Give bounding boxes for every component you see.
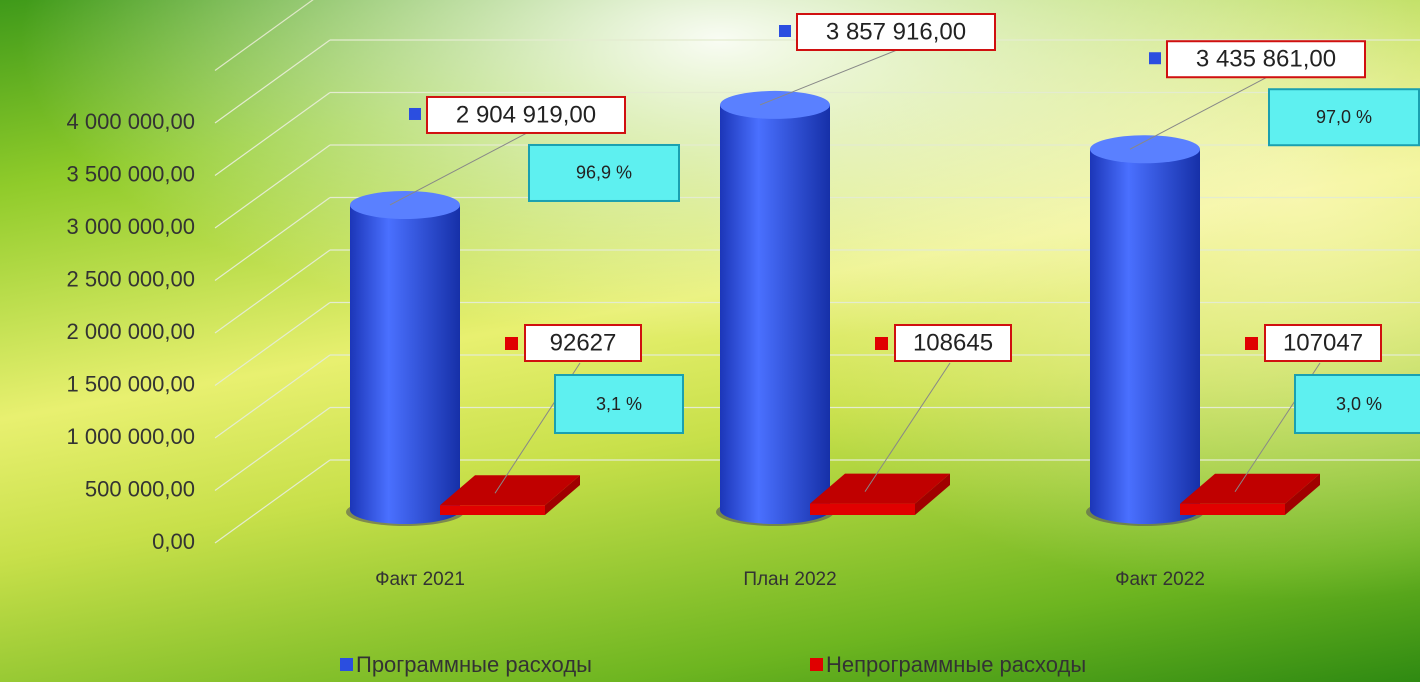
leader-line	[760, 50, 897, 105]
bar	[1180, 504, 1285, 515]
data-label: 3 857 916,00	[826, 18, 966, 45]
share-label: 3,1 %	[596, 394, 642, 414]
bar	[440, 505, 545, 515]
x-tick-label: Факт 2021	[375, 569, 465, 590]
bar	[720, 105, 830, 524]
y-tick-label: 3 000 000,00	[67, 214, 195, 239]
legend-key-small	[1149, 52, 1161, 64]
bar-top	[1090, 135, 1200, 163]
legend-key-small	[1245, 337, 1258, 350]
grid-line	[215, 145, 330, 228]
y-tick-label: 2 000 000,00	[67, 319, 195, 344]
grid-line	[215, 355, 330, 438]
grid-line	[215, 93, 330, 176]
y-tick-label: 500 000,00	[85, 476, 195, 501]
grid-line	[215, 250, 330, 333]
grid-line	[215, 40, 330, 123]
y-tick-label: 3 500 000,00	[67, 161, 195, 186]
grid-line	[215, 408, 330, 491]
y-tick-label: 1 500 000,00	[67, 371, 195, 396]
x-tick-label: Факт 2022	[1115, 569, 1205, 590]
leader-line	[1130, 77, 1267, 149]
bar-top	[720, 91, 830, 119]
data-label: 3 435 861,00	[1196, 46, 1336, 73]
legend-key	[340, 658, 353, 671]
bar-top	[350, 191, 460, 219]
y-tick-label: 1 000 000,00	[67, 424, 195, 449]
data-label: 108645	[913, 329, 993, 356]
legend-key-small	[875, 337, 888, 350]
bar	[350, 205, 460, 524]
legend-key-small	[505, 337, 518, 350]
grid-line	[215, 198, 330, 281]
legend-key	[810, 658, 823, 671]
data-label: 107047	[1283, 329, 1363, 356]
y-tick-label: 2 500 000,00	[67, 266, 195, 291]
legend-label: Программные расходы	[356, 652, 592, 677]
data-label: 2 904 919,00	[456, 101, 596, 128]
grid-frame	[215, 0, 330, 71]
share-label: 96,9 %	[576, 163, 632, 183]
y-tick-label: 0,00	[152, 529, 195, 554]
grid-line	[215, 460, 330, 543]
leader-line	[865, 363, 950, 492]
data-label: 92627	[550, 329, 617, 356]
grid-line	[215, 303, 330, 386]
x-tick-label: План 2022	[743, 569, 836, 590]
bar	[1090, 149, 1200, 524]
legend-label: Непрограммные расходы	[826, 652, 1086, 677]
share-label: 97,0 %	[1316, 107, 1372, 127]
chart: 0,00 500 000,00 1 000 000,00 1 500 000,00 2 …	[0, 0, 1420, 682]
share-label: 3,0 %	[1336, 394, 1382, 414]
bar	[810, 504, 915, 515]
leader-line	[390, 133, 527, 205]
y-tick-label: 4 000 000,00	[67, 109, 195, 134]
legend-key-small	[779, 25, 791, 37]
legend-key-small	[409, 108, 421, 120]
